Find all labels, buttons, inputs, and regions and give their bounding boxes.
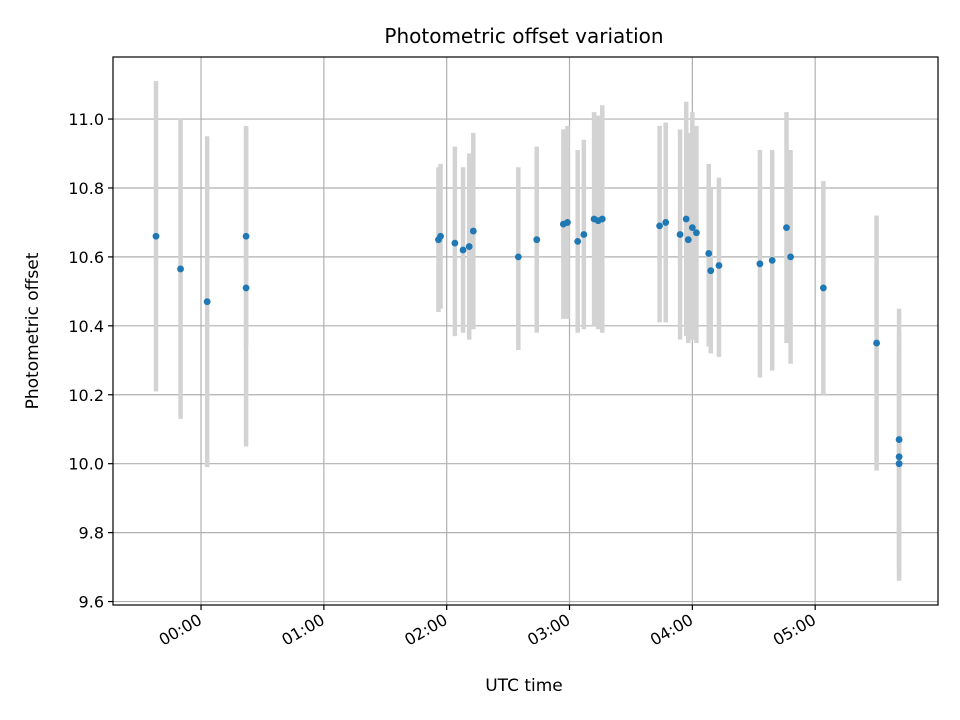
- data-point: [682, 215, 690, 223]
- plot-frame: [112, 56, 939, 606]
- y-tick-label: 10.4: [68, 317, 104, 336]
- data-point: [783, 224, 790, 232]
- data-point: [768, 256, 776, 264]
- data-point: [756, 260, 764, 268]
- data-point: [819, 284, 827, 292]
- chart-title: Photometric offset variation: [384, 24, 663, 48]
- data-point: [705, 250, 713, 257]
- data-points: [152, 215, 903, 468]
- data-point: [598, 215, 606, 223]
- y-axis-title: Photometric offset: [23, 252, 43, 409]
- y-tick-label: 10.8: [68, 179, 104, 198]
- data-point: [873, 339, 880, 347]
- data-point: [514, 253, 522, 261]
- data-point: [469, 227, 477, 235]
- data-point: [152, 232, 160, 240]
- data-point: [787, 253, 795, 261]
- data-point: [203, 298, 211, 306]
- y-axis: 9.6 9.8 10.0 10.2 10.4 10.6 10.8 11.0: [68, 110, 113, 612]
- data-point: [242, 232, 250, 240]
- data-point: [459, 246, 467, 254]
- y-tick-label: 11.0: [68, 110, 104, 129]
- data-point: [707, 267, 715, 275]
- data-point: [465, 243, 473, 250]
- y-tick-label: 9.6: [79, 593, 104, 612]
- data-point: [242, 284, 250, 292]
- data-point: [580, 231, 588, 238]
- y-tick-label: 9.8: [79, 524, 104, 543]
- y-tick-label: 10.0: [68, 455, 104, 474]
- data-point: [684, 236, 692, 244]
- data-point: [676, 231, 684, 238]
- data-point: [693, 229, 700, 237]
- data-point: [177, 265, 184, 273]
- data-point: [715, 262, 723, 269]
- y-tick-label: 10.6: [68, 248, 104, 267]
- data-point: [895, 436, 903, 443]
- data-point: [895, 453, 903, 461]
- data-point: [574, 237, 582, 245]
- data-point: [895, 460, 903, 468]
- data-point: [451, 239, 459, 247]
- data-point: [688, 224, 696, 232]
- x-axis-title: UTC time: [485, 676, 563, 696]
- data-point: [533, 236, 541, 244]
- data-point: [564, 219, 571, 226]
- data-point: [656, 222, 663, 230]
- data-point: [662, 219, 670, 226]
- y-tick-label: 10.2: [68, 386, 104, 405]
- data-point: [437, 232, 444, 240]
